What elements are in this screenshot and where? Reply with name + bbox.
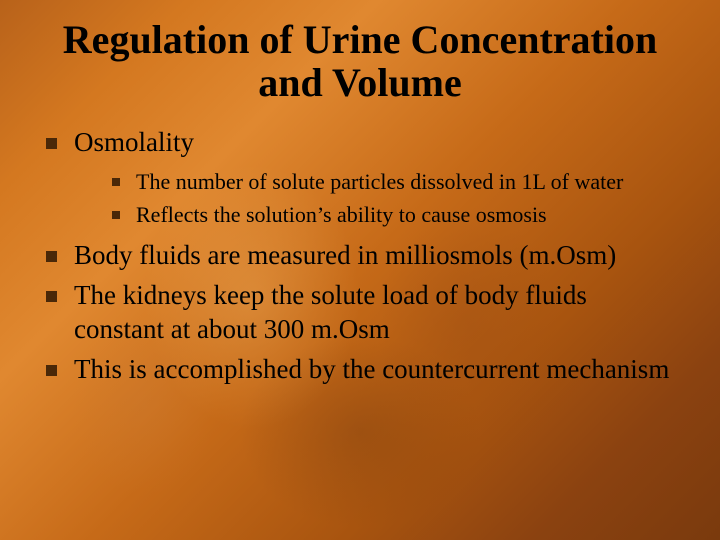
list-item: This is accomplished by the countercurre… xyxy=(40,353,680,387)
list-item: The kidneys keep the solute load of body… xyxy=(40,279,680,347)
bullet-text: The number of solute particles dissolved… xyxy=(136,169,623,194)
slide: Regulation of Urine Concentration and Vo… xyxy=(0,0,720,540)
bullet-text: This is accomplished by the countercurre… xyxy=(74,354,669,384)
bullet-sublist: The number of solute particles dissolved… xyxy=(74,168,680,229)
list-item: Body fluids are measured in milliosmols … xyxy=(40,239,680,273)
list-item: Reflects the solution’s ability to cause… xyxy=(108,201,680,230)
list-item: The number of solute particles dissolved… xyxy=(108,168,680,197)
bullet-list: Osmolality The number of solute particle… xyxy=(40,126,680,386)
bullet-text: Reflects the solution’s ability to cause… xyxy=(136,202,547,227)
bullet-text: Body fluids are measured in milliosmols … xyxy=(74,240,616,270)
list-item: Osmolality The number of solute particle… xyxy=(40,126,680,229)
bullet-text: The kidneys keep the solute load of body… xyxy=(74,280,587,344)
bullet-text: Osmolality xyxy=(74,127,194,157)
slide-title: Regulation of Urine Concentration and Vo… xyxy=(40,18,680,104)
